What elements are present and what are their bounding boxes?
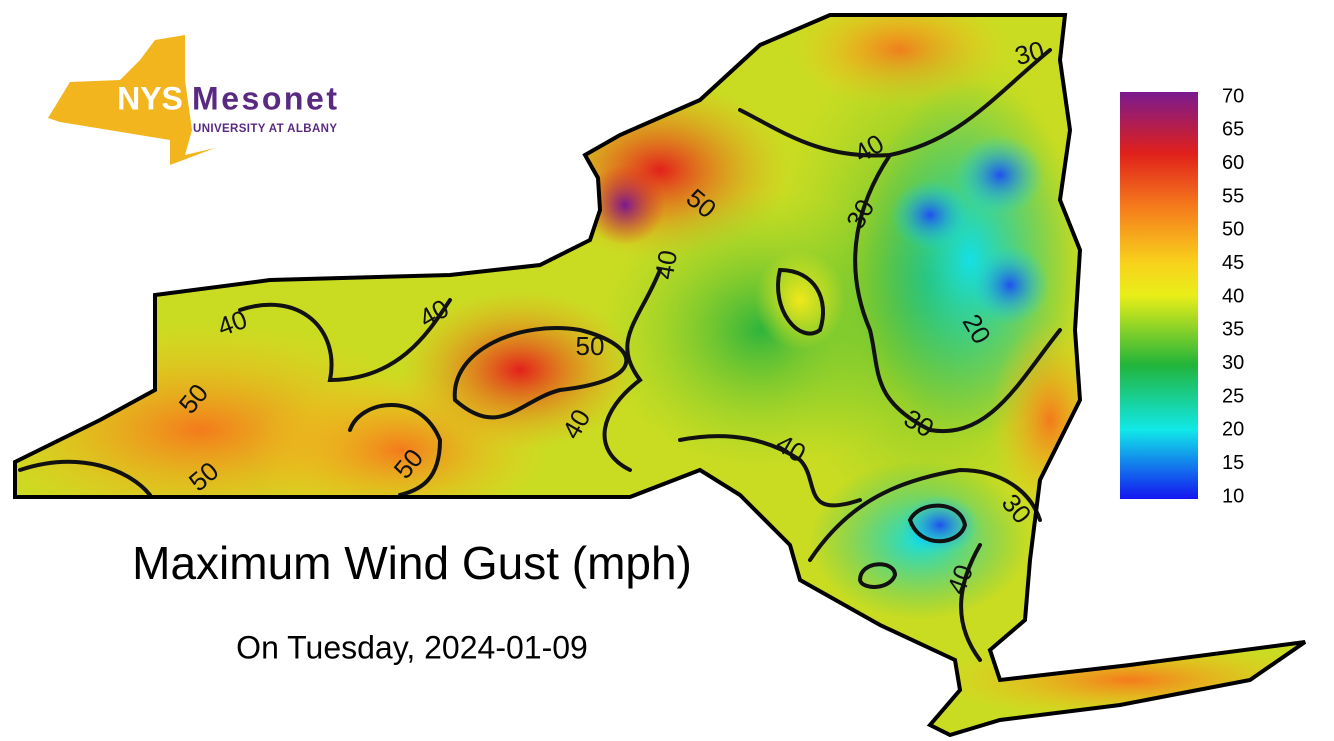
colorbar-tick-label: 30	[1222, 352, 1244, 374]
colorbar-tick-label: 20	[1222, 419, 1244, 441]
colorbar-tick-label: 15	[1222, 452, 1244, 474]
contour-label: 50	[576, 331, 605, 361]
colorbar-tick-label: 60	[1222, 152, 1244, 174]
colorbar-tick-label: 10	[1222, 485, 1244, 507]
colorbar-ticks: 70 65 60 55 50 45 40 35 30 25 20 15 10	[1222, 85, 1244, 507]
logo-org: UNIVERSITY AT ALBANY	[193, 123, 337, 135]
map-title: Maximum Wind Gust (mph)	[132, 537, 692, 589]
contour-label: 40	[649, 248, 684, 282]
colorbar-tick-label: 70	[1222, 85, 1244, 107]
colorbar-tick-label: 35	[1222, 319, 1244, 341]
logo: NYS Mesonet UNIVERSITY AT ALBANY	[48, 35, 337, 165]
colorbar-tick-label: 50	[1222, 219, 1244, 241]
logo-name: Mesonet	[192, 80, 337, 116]
colorbar-tick-label: 65	[1222, 119, 1244, 141]
colorbar-tick-label: 55	[1222, 185, 1244, 207]
colorbar	[1120, 92, 1198, 499]
colorbar-tick-label: 45	[1222, 252, 1244, 274]
logo-abbr: NYS	[117, 80, 183, 116]
logo-shape	[48, 35, 215, 165]
colorbar-tick-label: 40	[1222, 285, 1244, 307]
map-subtitle: On Tuesday, 2024-01-09	[236, 629, 588, 665]
contours	[18, 48, 1062, 662]
colorbar-tick-label: 25	[1222, 385, 1244, 407]
